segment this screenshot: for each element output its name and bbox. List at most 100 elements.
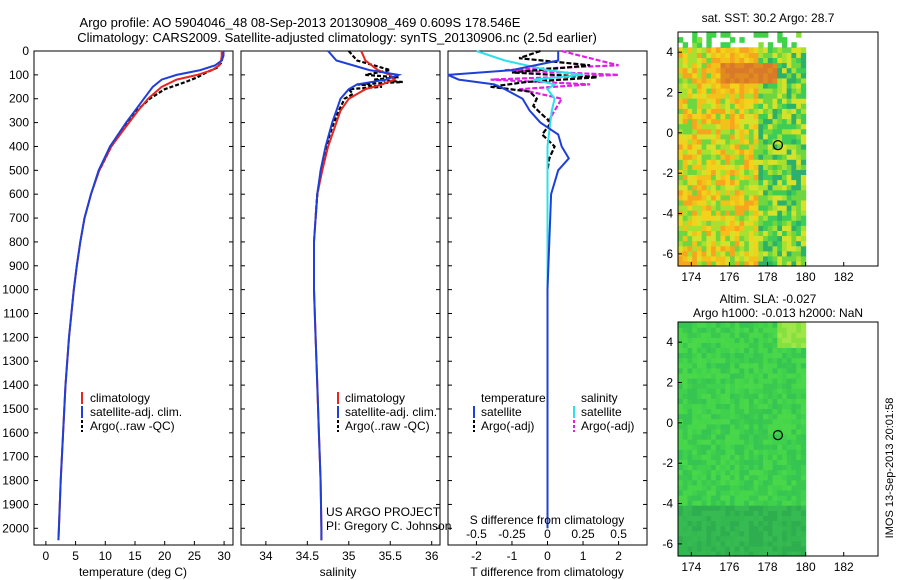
map-cell	[739, 240, 745, 247]
map-cell	[725, 98, 731, 104]
map-cell	[701, 255, 707, 262]
map-cell	[725, 505, 731, 511]
map-cell	[701, 240, 707, 247]
map-cell	[696, 52, 703, 58]
map-cell	[725, 189, 731, 196]
map-cell	[744, 352, 750, 359]
map-cell	[711, 77, 717, 84]
map-cell	[772, 108, 778, 114]
map-cell	[796, 210, 802, 216]
map-cell	[687, 67, 693, 74]
map-cell	[725, 62, 731, 69]
map-cell	[748, 459, 755, 465]
map-cell	[692, 398, 698, 404]
map-cell	[734, 515, 740, 521]
map-cell	[748, 189, 755, 196]
map-cell	[720, 515, 726, 521]
map-cell	[800, 123, 807, 130]
map-cell	[682, 322, 688, 328]
map-cell	[701, 469, 707, 476]
map-cell	[791, 367, 797, 374]
map-cell	[753, 439, 759, 445]
map-cell	[706, 322, 712, 328]
map-cell	[767, 82, 774, 89]
map-cell	[739, 37, 745, 43]
map-cell	[758, 433, 764, 440]
map-cell	[739, 98, 745, 104]
map-cell	[711, 525, 717, 532]
sst-map-frame	[677, 31, 879, 267]
map-cell	[711, 260, 717, 267]
map-cell	[696, 133, 703, 140]
map-cell	[782, 72, 788, 79]
map-cell	[763, 179, 769, 186]
map-cell	[720, 255, 726, 262]
map-cell	[701, 138, 707, 145]
map-cell	[711, 383, 717, 389]
map-cell	[782, 530, 788, 537]
map-cell	[678, 194, 684, 201]
map-cell	[696, 515, 703, 521]
map-cell	[748, 174, 755, 181]
map-cell	[800, 342, 807, 348]
map-cell	[753, 174, 759, 181]
map-cell	[777, 479, 783, 486]
map-cell	[800, 245, 807, 252]
map-cell	[791, 413, 797, 420]
map-cell	[782, 143, 788, 150]
map-cell	[796, 520, 802, 527]
map-cell	[758, 225, 764, 231]
map-cell	[701, 510, 707, 516]
map-cell	[782, 423, 788, 430]
map-cell	[734, 174, 740, 181]
map-cell	[706, 520, 712, 527]
map-cell	[796, 332, 802, 338]
map-cell	[725, 159, 731, 165]
map-cell	[791, 250, 797, 257]
map-cell	[800, 383, 807, 389]
map-cell	[720, 250, 726, 257]
map-cell	[687, 154, 693, 160]
map-cell	[678, 469, 684, 476]
map-cell	[682, 530, 688, 537]
map-cell	[730, 535, 736, 542]
top-tick-label: 0.5	[610, 527, 627, 541]
map-cell	[725, 500, 731, 506]
map-cell	[687, 550, 693, 557]
map-cell	[734, 510, 740, 516]
map-cell	[767, 174, 774, 181]
map-x-tick-label: 178	[758, 270, 778, 284]
map-cell	[725, 479, 731, 486]
map-cell	[730, 418, 736, 425]
map-cell	[687, 500, 693, 506]
map-cell	[687, 245, 693, 252]
map-cell	[730, 174, 736, 181]
map-cell	[748, 530, 755, 537]
map-cell	[678, 174, 684, 181]
map-cell	[706, 154, 712, 160]
map-cell	[720, 352, 726, 359]
map-cell	[678, 133, 684, 140]
map-cell	[696, 88, 703, 94]
map-cell	[777, 260, 783, 267]
map-cell	[730, 362, 736, 369]
map-cell	[744, 322, 750, 328]
map-cell	[786, 199, 792, 206]
map-cell	[763, 72, 769, 79]
map-cell	[711, 540, 717, 547]
map-cell	[786, 179, 792, 186]
map-cell	[786, 184, 792, 191]
map-cell	[715, 550, 722, 557]
map-cell	[720, 174, 726, 181]
map-cell	[791, 108, 797, 114]
map-cell	[696, 154, 703, 160]
map-cell	[692, 372, 698, 379]
map-cell	[730, 454, 736, 460]
map-cell	[777, 352, 783, 359]
map-cell	[711, 184, 717, 191]
map-cell	[692, 515, 698, 521]
map-cell	[767, 113, 774, 120]
map-cell	[682, 123, 688, 130]
map-cell	[720, 474, 726, 481]
map-cell	[777, 123, 783, 130]
